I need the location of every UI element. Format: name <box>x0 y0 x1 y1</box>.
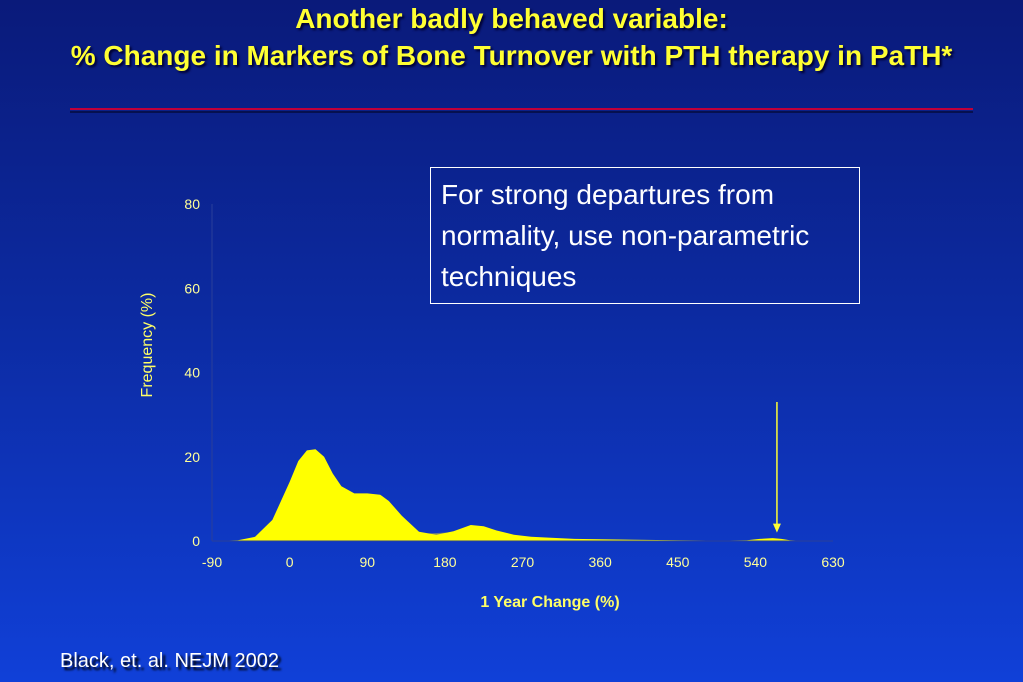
x-tick-label: 270 <box>511 554 535 570</box>
x-tick-label: 180 <box>433 554 457 570</box>
outlier-arrow <box>772 401 781 533</box>
arrow-head <box>772 523 781 533</box>
y-tick-label: 20 <box>184 449 200 465</box>
x-tick-label: 360 <box>588 554 612 570</box>
y-tick-label: 40 <box>184 365 200 381</box>
title-line-2: % Change in Markers of Bone Turnover wit… <box>70 40 953 71</box>
y-axis-title: Frequency (%) <box>139 293 156 398</box>
x-axis-ticks: -90 0 90 180 270 360 450 540 630 <box>202 554 845 570</box>
citation: Black, et. al. NEJM 2002 <box>60 650 279 672</box>
callout-box: For strong departures from normality, us… <box>430 167 860 304</box>
x-axis-title: 1 Year Change (%) <box>480 594 619 611</box>
y-tick-label: 0 <box>192 533 200 549</box>
y-axis-ticks: 0 20 40 60 80 <box>184 196 200 549</box>
x-tick-label: 0 <box>286 554 294 570</box>
x-tick-label: -90 <box>202 554 222 570</box>
x-tick-label: 630 <box>821 554 845 570</box>
y-tick-label: 60 <box>184 280 200 296</box>
x-tick-label: 450 <box>666 554 690 570</box>
title-divider <box>70 108 973 110</box>
y-tick-label: 80 <box>184 196 200 212</box>
x-tick-label: 540 <box>744 554 768 570</box>
x-tick-label: 90 <box>359 554 375 570</box>
series-area-primary <box>212 449 833 541</box>
title-line-1: Another badly behaved variable: <box>295 3 728 34</box>
slide-title: Another badly behaved variable: % Change… <box>0 0 1023 74</box>
